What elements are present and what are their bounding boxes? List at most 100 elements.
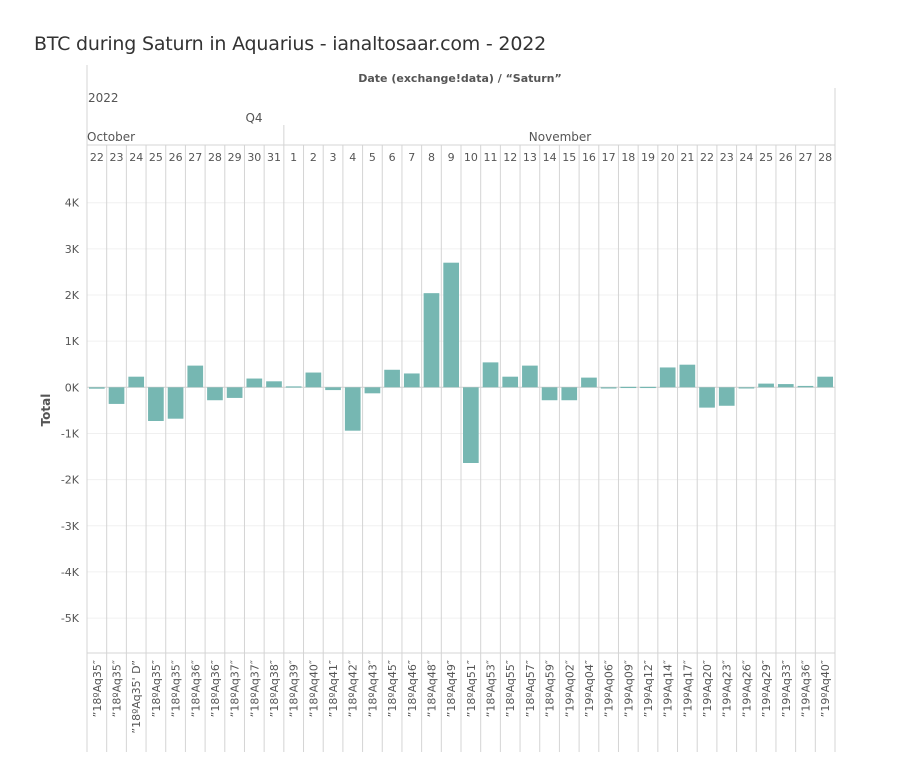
- bar-november-6: [384, 369, 400, 388]
- bar-november-9: [443, 262, 459, 388]
- column-header-title: Date (exchange!data) / “Saturn”: [358, 72, 561, 85]
- bar-october-22: [89, 387, 105, 389]
- day-label: 4: [349, 151, 356, 164]
- day-label: 3: [330, 151, 337, 164]
- day-label: 1: [290, 151, 297, 164]
- saturn-position-label: ”18ºAq35″: [150, 660, 163, 717]
- saturn-position-label: ”18ºAq46″: [406, 660, 419, 717]
- bar-november-27: [797, 385, 814, 388]
- saturn-position-label: ”18ºAq35″: [91, 660, 104, 717]
- bar-november-23: [718, 387, 735, 406]
- saturn-position-label: ”18ºAq53″: [485, 660, 498, 717]
- bar-november-21: [679, 364, 696, 388]
- saturn-position-label: ”18ºAq49″: [445, 660, 458, 717]
- day-label: 30: [247, 151, 261, 164]
- saturn-position-label: ”18ºAq41″: [327, 660, 340, 717]
- day-label: 31: [267, 151, 281, 164]
- saturn-position-label: ”19ºAq23″: [721, 660, 734, 717]
- y-tick-label: 3K: [65, 243, 80, 256]
- bar-november-20: [659, 367, 676, 388]
- saturn-position-label: ”19ºAq06″: [603, 660, 616, 717]
- bar-november-25: [758, 383, 774, 388]
- saturn-position-label: ”18ºAq42″: [347, 660, 360, 717]
- day-label: 27: [798, 151, 812, 164]
- bar-october-30: [246, 378, 263, 388]
- saturn-position-label: ”19ºAq12″: [642, 660, 655, 717]
- day-label: 17: [602, 151, 616, 164]
- day-label: 29: [228, 151, 242, 164]
- day-label: 23: [110, 151, 124, 164]
- day-label: 25: [759, 151, 773, 164]
- bar-november-18: [620, 386, 637, 389]
- day-label: 15: [562, 151, 576, 164]
- day-label: 25: [149, 151, 163, 164]
- bar-november-16: [581, 377, 597, 388]
- day-label: 24: [739, 151, 753, 164]
- day-label: 2: [310, 151, 317, 164]
- year-label: 2022: [88, 91, 119, 105]
- y-tick-label: -1K: [61, 427, 80, 440]
- bar-october-24: [128, 376, 145, 388]
- saturn-position-label: ”18ºAq57″: [524, 660, 537, 717]
- day-label: 14: [543, 151, 557, 164]
- day-label: 7: [408, 151, 415, 164]
- saturn-position-label: ”18ºAq48″: [425, 660, 438, 717]
- month-label-october: October: [87, 130, 135, 144]
- bar-october-26: [167, 387, 184, 419]
- saturn-position-label: ”19ºAq29″: [760, 660, 773, 717]
- bar-october-27: [187, 365, 204, 388]
- day-label: 23: [720, 151, 734, 164]
- day-label: 6: [389, 151, 396, 164]
- day-label: 24: [129, 151, 143, 164]
- bar-november-24: [738, 387, 755, 389]
- day-label: 27: [188, 151, 202, 164]
- saturn-position-label: ”18ºAq35″: [111, 660, 124, 717]
- saturn-position-label: ”19ºAq20″: [701, 660, 714, 717]
- saturn-position-label: ”18ºAq37″: [248, 660, 261, 717]
- saturn-position-label: ”19ºAq09″: [622, 660, 635, 717]
- bar-october-25: [148, 387, 164, 421]
- bar-november-4: [344, 387, 361, 431]
- y-tick-label: -5K: [61, 612, 80, 625]
- saturn-position-label: ”18ºAq36″: [209, 660, 222, 717]
- bar-november-10: [463, 387, 479, 463]
- bar-november-15: [561, 387, 578, 401]
- bar-november-13: [522, 365, 538, 388]
- saturn-position-label: ”18ºAq51″: [465, 660, 478, 717]
- quarter-label: Q4: [245, 111, 262, 125]
- saturn-position-label: ”18ºAq43″: [366, 660, 379, 717]
- y-tick-label: -4K: [61, 566, 80, 579]
- day-label: 8: [428, 151, 435, 164]
- day-label: 28: [208, 151, 222, 164]
- bar-october-29: [226, 387, 243, 398]
- bar-november-2: [305, 372, 322, 388]
- day-label: 9: [448, 151, 455, 164]
- y-axis-label: Total: [39, 394, 53, 427]
- y-tick-label: 4K: [65, 197, 80, 210]
- bar-november-1: [285, 386, 302, 388]
- day-label: 22: [700, 151, 714, 164]
- y-tick-label: 1K: [65, 335, 80, 348]
- saturn-position-label: ”18ºAq35″: [170, 660, 183, 717]
- day-label: 12: [503, 151, 517, 164]
- saturn-position-label: ”19ºAq04″: [583, 660, 596, 717]
- day-label: 18: [621, 151, 635, 164]
- bar-november-11: [482, 362, 499, 388]
- saturn-position-label: ”19ºAq40″: [819, 660, 832, 717]
- saturn-position-label: ”18ºAq39″: [288, 660, 301, 717]
- saturn-position-label: ”19ºAq36″: [799, 660, 812, 717]
- bar-november-17: [600, 387, 617, 389]
- bar-november-5: [364, 387, 381, 394]
- saturn-position-label: ”19ºAq14″: [662, 660, 675, 717]
- day-label: 22: [90, 151, 104, 164]
- day-label: 26: [169, 151, 183, 164]
- y-tick-label: -2K: [61, 474, 80, 487]
- saturn-position-label: ”18ºAq59″: [544, 660, 557, 717]
- bar-november-8: [423, 293, 440, 388]
- day-label: 16: [582, 151, 596, 164]
- y-tick-label: 2K: [65, 289, 80, 302]
- bar-november-28: [817, 376, 833, 388]
- day-label: 11: [484, 151, 498, 164]
- saturn-position-label: ”19ºAq02″: [563, 660, 576, 717]
